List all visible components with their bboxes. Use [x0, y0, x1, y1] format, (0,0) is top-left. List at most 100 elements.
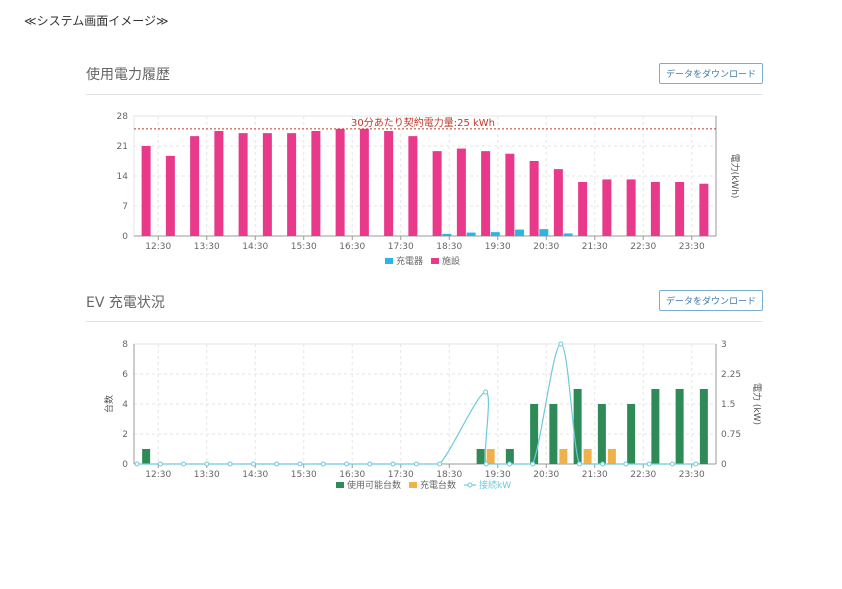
contract-line-label: 30分あたり契約電力量:25 kWh [351, 116, 495, 129]
bar-facility [626, 179, 636, 236]
bar-available [573, 389, 582, 464]
bar-facility [456, 148, 466, 236]
ev-status-chart: 0 2 4 6 8 0 0.75 1.5 2.25 3 12:30 13:30 14:30 15:30 16… [103, 340, 763, 491]
kw-point [646, 461, 652, 467]
bar-facility [529, 161, 539, 236]
y-tick-label: 0 [122, 460, 128, 470]
bar-available [142, 449, 151, 464]
kw-point [506, 461, 512, 467]
x-tick-label: 16:30 [339, 470, 365, 480]
power-history-download-button[interactable]: データをダウンロード [659, 63, 763, 84]
x-tick-label: 21:30 [582, 470, 608, 480]
x-tick-label: 23:30 [679, 470, 705, 480]
bar-facility [214, 131, 224, 236]
y-tick-label: 21 [117, 142, 128, 152]
x-tick-label: 12:30 [145, 470, 171, 480]
legend-label: 施設 [442, 255, 460, 267]
x-tick-label: 20:30 [533, 470, 559, 480]
kw-point [157, 461, 163, 467]
kw-point [227, 461, 233, 467]
y2-tick-label: 3 [721, 340, 727, 350]
bar-available [699, 389, 708, 464]
kw-point [483, 389, 489, 395]
y-tick-label: 7 [122, 202, 128, 212]
bar-facility [384, 131, 394, 236]
y-tick-label: 2 [122, 430, 128, 440]
bar-facility [335, 128, 345, 236]
bar-charger [466, 232, 476, 236]
x-tick-label: 13:30 [194, 470, 220, 480]
bar-facility [165, 155, 175, 236]
kw-point [558, 341, 564, 347]
bar-charger [539, 229, 549, 236]
legend-swatch [385, 258, 393, 264]
bar-facility [602, 179, 612, 236]
legend-swatch [431, 258, 440, 264]
kw-point [297, 461, 303, 467]
kw-point [413, 461, 419, 467]
kw-line [137, 343, 696, 465]
bar-charger [563, 233, 573, 236]
power-history-divider [86, 94, 763, 95]
bar-available [549, 404, 558, 464]
power-history-chart: 0 7 14 21 28 12:30 13:30 14:30 15:30 16:30 17:30 18… [117, 112, 741, 267]
legend-label: 充電器 [396, 255, 423, 267]
x-tick-label: 13:30 [194, 242, 220, 252]
bar-facility [359, 128, 369, 236]
bar-facility [553, 169, 563, 236]
ev-status-download-button[interactable]: データをダウンロード [659, 290, 763, 311]
kw-point [320, 461, 326, 467]
x-tick-label: 12:30 [145, 242, 171, 252]
kw-point [344, 461, 350, 467]
y-axis-label: 台数 [103, 395, 115, 413]
x-tick-label: 15:30 [291, 242, 317, 252]
bar-facility [408, 136, 418, 236]
bar-available [505, 449, 514, 464]
legend-swatch [409, 482, 418, 488]
bar-facility [481, 151, 491, 236]
y-tick-label: 14 [117, 172, 129, 182]
y2-tick-label: 2.25 [721, 370, 741, 380]
x-tick-label: 19:30 [485, 470, 511, 480]
bar-facility [650, 182, 660, 236]
y-tick-label: 8 [122, 340, 128, 350]
x-tick-label: 22:30 [630, 470, 656, 480]
kw-point [600, 461, 606, 467]
bar-available [530, 404, 539, 464]
x-tick-label: 14:30 [242, 470, 268, 480]
x-tick-label: 17:30 [388, 470, 414, 480]
legend-swatch [336, 482, 344, 488]
x-tick-label: 21:30 [582, 242, 608, 252]
kw-point [437, 461, 443, 467]
bar-facility [238, 133, 248, 236]
legend-label: 使用可能台数 [347, 479, 401, 491]
bar-facility [505, 153, 515, 236]
y2-axis-label: 電力 (kW) [751, 383, 763, 425]
x-tick-label: 17:30 [388, 242, 414, 252]
bar-facility [699, 183, 709, 236]
legend-label: 接続kW [479, 479, 511, 491]
bar-charger [442, 233, 452, 236]
bar-facility [287, 133, 297, 236]
y-tick-label: 0 [122, 232, 128, 242]
bar-facility [141, 146, 151, 236]
kw-point [530, 461, 536, 467]
bar-facility [578, 182, 588, 236]
kw-point [181, 461, 187, 467]
power-history-title: 使用電力履歴 [86, 67, 170, 83]
x-tick-label: 16:30 [339, 242, 365, 252]
y-axis-label: 電力(kWh) [729, 154, 741, 199]
kw-point [134, 461, 140, 467]
kw-point [204, 461, 210, 467]
bar-facility [311, 131, 321, 236]
y2-tick-label: 0.75 [721, 430, 741, 440]
y2-tick-label: 0 [721, 460, 727, 470]
bar-available [476, 449, 485, 464]
kw-point [669, 461, 675, 467]
bar-charging [607, 449, 616, 464]
kw-point [576, 461, 582, 467]
legend-swatch-point [467, 482, 473, 488]
kw-point [693, 461, 699, 467]
x-tick-label: 18:30 [436, 242, 462, 252]
bar-charger [515, 229, 525, 236]
